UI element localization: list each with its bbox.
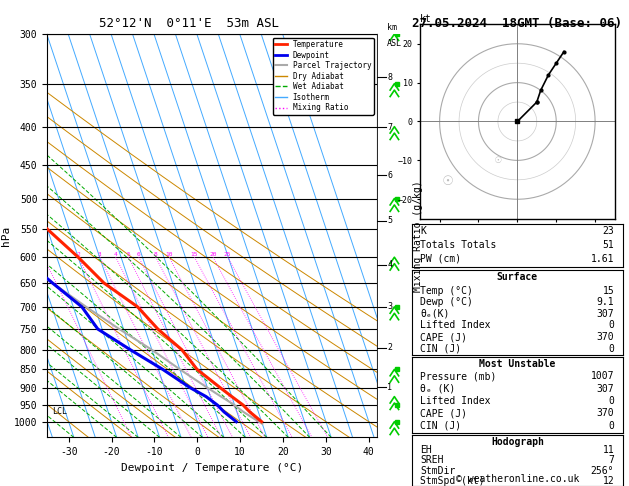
Text: 5: 5 bbox=[387, 216, 392, 226]
Text: 2: 2 bbox=[77, 252, 81, 257]
Legend: Temperature, Dewpoint, Parcel Trajectory, Dry Adiabat, Wet Adiabat, Isotherm, Mi: Temperature, Dewpoint, Parcel Trajectory… bbox=[273, 38, 374, 115]
Text: 20: 20 bbox=[209, 252, 217, 257]
Text: 0: 0 bbox=[608, 421, 615, 431]
Text: 23: 23 bbox=[603, 226, 615, 236]
Text: 52°12'N  0°11'E  53m ASL: 52°12'N 0°11'E 53m ASL bbox=[99, 17, 279, 30]
Text: CAPE (J): CAPE (J) bbox=[420, 332, 467, 342]
Text: 8: 8 bbox=[154, 252, 158, 257]
Text: 3: 3 bbox=[98, 252, 102, 257]
Text: 15: 15 bbox=[191, 252, 198, 257]
Text: 1.61: 1.61 bbox=[591, 254, 615, 264]
Text: 6: 6 bbox=[137, 252, 141, 257]
Text: © weatheronline.co.uk: © weatheronline.co.uk bbox=[455, 473, 579, 484]
Text: 3: 3 bbox=[387, 302, 392, 312]
Text: 7: 7 bbox=[608, 455, 615, 465]
Text: Hodograph: Hodograph bbox=[491, 436, 544, 447]
Text: 1: 1 bbox=[387, 382, 392, 392]
Text: Most Unstable: Most Unstable bbox=[479, 360, 555, 369]
X-axis label: Dewpoint / Temperature (°C): Dewpoint / Temperature (°C) bbox=[121, 463, 303, 473]
Text: CAPE (J): CAPE (J) bbox=[420, 408, 467, 418]
Text: 2: 2 bbox=[387, 343, 392, 352]
Text: 0: 0 bbox=[608, 396, 615, 406]
Y-axis label: hPa: hPa bbox=[1, 226, 11, 246]
Text: 307: 307 bbox=[597, 384, 615, 394]
Text: ☉: ☉ bbox=[442, 171, 452, 189]
Text: 4: 4 bbox=[114, 252, 118, 257]
Text: 27.05.2024  18GMT (Base: 06): 27.05.2024 18GMT (Base: 06) bbox=[413, 17, 622, 30]
Text: 12: 12 bbox=[603, 476, 615, 486]
Text: 25: 25 bbox=[224, 252, 231, 257]
Text: 15: 15 bbox=[603, 286, 615, 295]
Text: 51: 51 bbox=[603, 240, 615, 250]
Text: 11: 11 bbox=[603, 445, 615, 455]
Text: CIN (J): CIN (J) bbox=[420, 421, 462, 431]
Text: LCL: LCL bbox=[52, 407, 67, 417]
Text: SREH: SREH bbox=[420, 455, 444, 465]
Text: Lifted Index: Lifted Index bbox=[420, 396, 491, 406]
Text: 370: 370 bbox=[597, 332, 615, 342]
Text: 307: 307 bbox=[597, 309, 615, 319]
Text: ☉: ☉ bbox=[494, 156, 501, 165]
Text: 7: 7 bbox=[387, 123, 392, 132]
Text: 256°: 256° bbox=[591, 466, 615, 476]
Text: StmDir: StmDir bbox=[420, 466, 455, 476]
Text: Dewp (°C): Dewp (°C) bbox=[420, 297, 473, 307]
Text: km: km bbox=[387, 23, 398, 33]
Text: 1007: 1007 bbox=[591, 371, 615, 382]
Text: 4: 4 bbox=[387, 260, 392, 269]
Text: 8: 8 bbox=[387, 72, 392, 82]
Text: 0: 0 bbox=[608, 320, 615, 330]
Text: 0: 0 bbox=[608, 344, 615, 354]
Text: θₑ(K): θₑ(K) bbox=[420, 309, 450, 319]
Text: CIN (J): CIN (J) bbox=[420, 344, 462, 354]
Text: K: K bbox=[420, 226, 426, 236]
Text: Mixing Ratio (g/kg): Mixing Ratio (g/kg) bbox=[413, 180, 423, 292]
Text: 370: 370 bbox=[597, 408, 615, 418]
Text: 5: 5 bbox=[126, 252, 130, 257]
Text: Surface: Surface bbox=[497, 272, 538, 282]
Text: Temp (°C): Temp (°C) bbox=[420, 286, 473, 295]
Text: kt: kt bbox=[420, 14, 432, 24]
Text: θₑ (K): θₑ (K) bbox=[420, 384, 455, 394]
Text: 10: 10 bbox=[165, 252, 173, 257]
Text: Lifted Index: Lifted Index bbox=[420, 320, 491, 330]
Text: Pressure (mb): Pressure (mb) bbox=[420, 371, 497, 382]
Text: PW (cm): PW (cm) bbox=[420, 254, 462, 264]
Text: StmSpd (kt): StmSpd (kt) bbox=[420, 476, 485, 486]
Text: EH: EH bbox=[420, 445, 432, 455]
Text: ASL: ASL bbox=[387, 39, 403, 48]
Text: Totals Totals: Totals Totals bbox=[420, 240, 497, 250]
Text: 9.1: 9.1 bbox=[597, 297, 615, 307]
Text: 6: 6 bbox=[387, 171, 392, 180]
